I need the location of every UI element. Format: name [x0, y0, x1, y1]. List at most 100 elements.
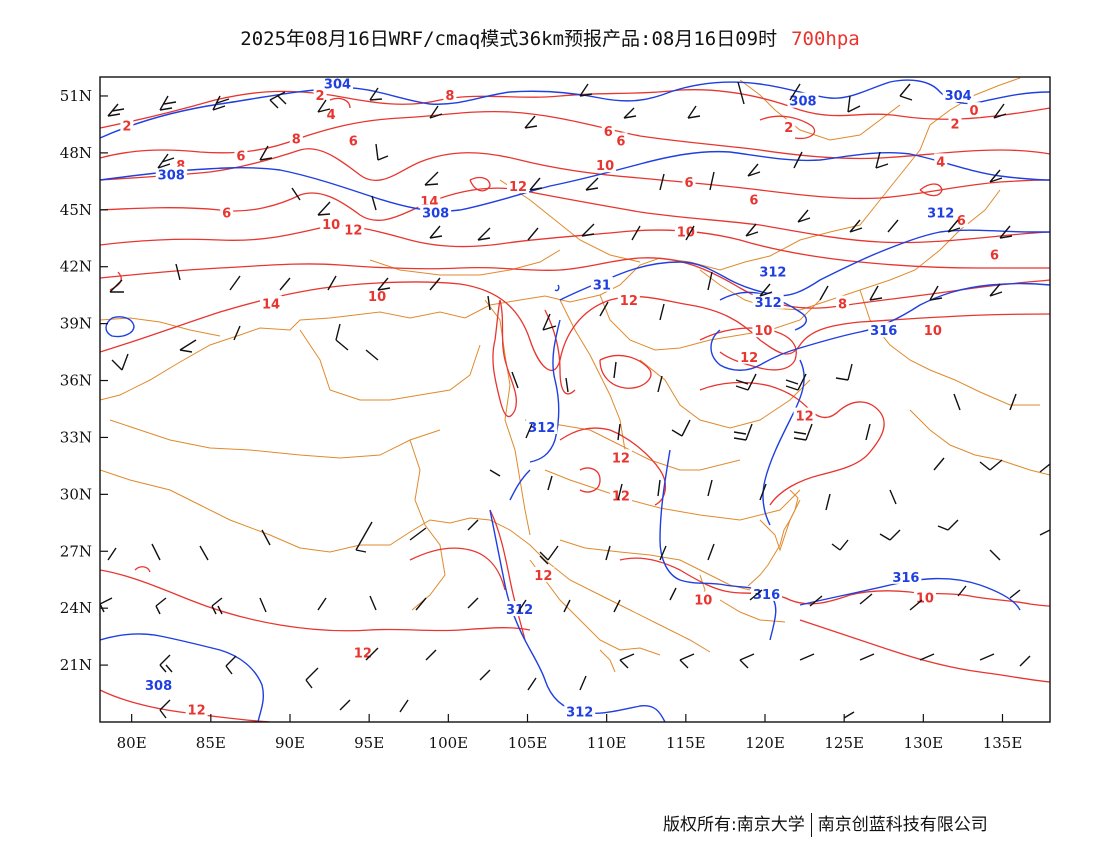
temperature-labels: 2248686866101262642061012141066141012810… [120, 86, 1002, 719]
copyright-right: 南京创蓝科技有限公司 [817, 815, 988, 835]
height-label-bg [752, 293, 784, 309]
temperature-label: 6 [990, 248, 999, 263]
temperature-label-bg [934, 153, 948, 169]
map-frame [99, 76, 1051, 723]
lat-tick-label: 30N [60, 485, 92, 503]
temperature-label: 12 [344, 224, 362, 239]
temperature-label: 10 [677, 226, 695, 241]
height-label-bg [751, 585, 783, 601]
temperature-label: 10 [368, 290, 386, 305]
temperature-label: 12 [612, 489, 630, 504]
temperature-label-bg [120, 117, 134, 133]
temperature-label-bg [682, 174, 696, 190]
temperature-label: 12 [534, 569, 552, 584]
temperature-label: 10 [754, 324, 772, 339]
chart-title: 2025年08月16日WRF/cmaq模式36km预报产品:08月16日09时 7… [0, 24, 1100, 51]
height-label: 312 [759, 265, 786, 280]
height-label: 312 [927, 207, 954, 222]
temperature-label-bg [260, 295, 282, 311]
temperature-label: 2 [950, 117, 959, 132]
map-canvas: 2248686866101262642061012141066141012810… [100, 77, 1050, 722]
temperature-label-bg [443, 86, 457, 102]
temperature-label: 6 [349, 135, 358, 150]
temperature-label-bg [532, 566, 555, 582]
lon-tick-label: 80E [117, 734, 147, 752]
height-label-bg [590, 276, 613, 292]
temperature-label-bg [234, 147, 248, 163]
lat-tick-label: 24N [60, 599, 92, 617]
temperature-label-bg [614, 132, 628, 148]
temperature-label-bg [342, 221, 365, 237]
temperature-label: 12 [612, 451, 630, 466]
height-label: 31 [593, 279, 611, 294]
lon-tick-label: 110E [587, 734, 627, 752]
temperature-label: 8 [838, 298, 847, 313]
temperature-label-bg [836, 295, 850, 311]
temperature-label-bg [185, 701, 208, 717]
height-label: 316 [753, 588, 780, 603]
lon-tick-label: 115E [666, 734, 706, 752]
lon-tick-label: 85E [196, 734, 226, 752]
temperature-label-bg [967, 102, 981, 118]
temperature-label: 6 [957, 214, 966, 229]
temperature-label: 10 [596, 159, 614, 174]
temperature-label: 6 [749, 193, 758, 208]
temperature-label: 10 [694, 594, 712, 609]
height-label: 312 [566, 706, 593, 721]
temperature-label-bg [507, 178, 529, 194]
height-label-bg [420, 204, 452, 220]
temperature-label: 12 [620, 294, 638, 309]
height-label: 316 [892, 571, 919, 586]
temperature-label-bg [692, 591, 715, 607]
height-label: 304 [324, 78, 351, 93]
height-label-bg [925, 204, 957, 220]
height-label-bg [890, 568, 922, 584]
temperature-label: 14 [262, 298, 280, 313]
temperature-label: 0 [969, 104, 978, 119]
lon-tick-label: 130E [904, 734, 944, 752]
copyright-footer: 版权所有:南京大学 南京创蓝科技有限公司 [663, 810, 988, 837]
temperature-label: 4 [936, 155, 945, 170]
copyright-left: 版权所有:南京大学 [663, 815, 805, 835]
height-label-bg [757, 263, 789, 279]
height-label-bg [322, 77, 353, 91]
title-main: 2025年08月16日WRF/cmaq模式36km预报产品:08月16日09时 [240, 28, 778, 50]
temperature-label: 8 [292, 133, 301, 148]
temperature-label-bg [418, 193, 441, 209]
temperature-label-bg [738, 348, 761, 364]
temperature-label: 2 [316, 89, 325, 104]
temperature-label-bg [366, 288, 389, 304]
lat-tick-label: 42N [60, 258, 92, 276]
lon-tick-label: 120E [745, 734, 785, 752]
temperature-label-bg [747, 191, 761, 207]
temperature-label: 6 [222, 207, 231, 222]
footer-separator [810, 813, 812, 837]
temperature-label: 10 [916, 592, 934, 607]
temperature-label: 6 [616, 135, 625, 150]
temperature-label-bg [913, 589, 936, 605]
province-borders [100, 77, 1050, 673]
temperature-label-bg [674, 223, 697, 239]
temperature-label: 2 [784, 121, 793, 136]
height-label-bg [155, 166, 187, 182]
temperature-label: 12 [509, 180, 527, 195]
height-label-bg [787, 92, 819, 108]
temperature-label: 6 [684, 176, 693, 191]
temperature-label-bg [609, 487, 632, 503]
temperature-label-bg [346, 132, 360, 148]
temperature-label-bg [594, 157, 617, 173]
temperature-label: 8 [445, 89, 454, 104]
temperature-label-bg [948, 115, 962, 131]
temperature-label-bg [617, 291, 640, 307]
lon-tick-label: 105E [508, 734, 548, 752]
temperature-label-bg [988, 246, 1002, 262]
temperature-label-bg [793, 407, 816, 423]
wind-barbs [100, 81, 1050, 719]
temperature-label-bg [601, 123, 615, 139]
temperature-label-bg [313, 86, 327, 102]
height-label: 308 [145, 679, 172, 694]
lon-tick-label: 90E [275, 734, 305, 752]
longitude-axis: 80E 85E 90E 95E 100E 105E 110E 115E 120E 125E 130E… [117, 714, 1022, 752]
temperature-label-bg [351, 644, 374, 660]
